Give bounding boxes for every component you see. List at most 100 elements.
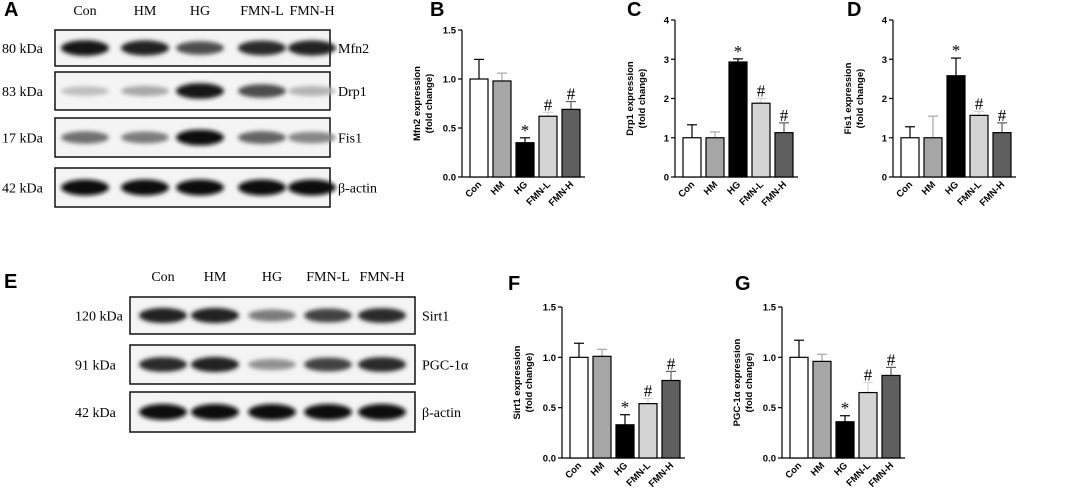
y-tick-label: 0.5 — [443, 124, 457, 135]
x-tick-label: Con — [676, 179, 697, 200]
panel-letter: D — [847, 0, 861, 21]
bar — [751, 102, 771, 178]
significance-mark: # — [544, 95, 553, 114]
blot-band — [61, 179, 109, 196]
blot-band — [288, 86, 336, 96]
lane-label: FMN-L — [306, 270, 350, 285]
panel-letter: F — [508, 273, 520, 295]
lane-label: HG — [190, 4, 210, 19]
blot-band — [288, 131, 336, 144]
y-tick-label: 1.5 — [763, 303, 777, 314]
x-tick-label: Con — [563, 460, 584, 481]
significance-mark: * — [621, 398, 630, 417]
bar — [705, 137, 725, 178]
blot-band — [288, 40, 336, 56]
x-tick-label: HG — [725, 179, 743, 197]
size-label: 42 kDa — [75, 406, 117, 421]
blot-band — [61, 40, 109, 56]
bar — [682, 137, 702, 178]
bar — [661, 379, 681, 459]
y-axis-label: (fold change) — [855, 69, 866, 129]
bar — [992, 132, 1012, 178]
blot-band — [61, 131, 109, 144]
x-tick-label: Con — [783, 460, 804, 481]
bar — [592, 355, 612, 459]
significance-mark: * — [841, 399, 850, 418]
protein-label: β-actin — [422, 406, 461, 421]
bar — [789, 356, 809, 459]
y-tick-label: 0.0 — [543, 454, 556, 465]
lane-label: HM — [134, 4, 157, 19]
bar — [515, 142, 535, 178]
blot-band — [139, 404, 187, 420]
y-axis-label: (fold change) — [637, 69, 648, 129]
significance-mark: # — [975, 94, 984, 113]
y-tick-label: 1.0 — [763, 353, 776, 364]
y-axis-label: PGC-1α expression — [732, 338, 743, 426]
x-tick-label: FMN-H — [978, 179, 1008, 209]
blot-band — [248, 404, 296, 420]
y-tick-label: 1.0 — [543, 353, 556, 364]
blot-band — [121, 85, 169, 97]
blot-band — [248, 358, 296, 371]
y-axis-label: Mfn2 expression — [412, 66, 423, 141]
y-tick-label: 3 — [664, 55, 669, 66]
x-tick-label: HM — [920, 179, 938, 197]
y-tick-label: 2 — [882, 94, 887, 105]
bar — [538, 115, 558, 178]
lane-label: HM — [204, 270, 227, 285]
panel-letter: G — [735, 273, 751, 295]
significance-mark: * — [952, 41, 961, 60]
y-axis-label: (fold change) — [424, 74, 435, 134]
x-tick-label: FMN-H — [867, 460, 897, 490]
blot-band — [61, 86, 109, 96]
y-tick-label: 0.5 — [543, 403, 557, 414]
bar — [900, 137, 920, 178]
blot-band — [139, 307, 187, 324]
bar — [561, 108, 581, 178]
x-tick-label: FMN-H — [547, 179, 577, 209]
blot-band — [304, 404, 352, 420]
significance-mark: # — [780, 106, 789, 125]
blot-band — [191, 356, 239, 373]
bar — [492, 80, 512, 178]
blot-band — [238, 40, 286, 56]
blot-band — [176, 179, 224, 196]
blot-band — [139, 357, 187, 372]
y-tick-label: 1 — [882, 133, 888, 144]
y-tick-label: 1.5 — [543, 303, 557, 314]
lane-label: Con — [73, 4, 96, 19]
bar — [638, 403, 658, 459]
size-label: 42 kDa — [2, 182, 44, 197]
significance-mark: # — [757, 82, 766, 101]
y-tick-label: 0 — [882, 173, 887, 184]
bar — [812, 360, 832, 459]
y-tick-label: 3 — [882, 55, 887, 66]
y-axis-label: Sirt1 expression — [512, 345, 523, 419]
x-tick-label: HG — [943, 179, 961, 197]
y-tick-label: 1.5 — [443, 26, 457, 37]
bar — [858, 391, 878, 459]
lane-label: HG — [262, 270, 282, 285]
blot-band — [121, 179, 169, 196]
size-label: 120 kDa — [75, 310, 124, 325]
lane-label: FMN-L — [240, 4, 284, 19]
x-tick-label: HM — [702, 179, 720, 197]
bar — [923, 137, 943, 178]
y-tick-label: 0.0 — [763, 454, 776, 465]
significance-mark: # — [567, 85, 576, 104]
panel-letter: B — [430, 0, 444, 21]
significance-mark: # — [644, 382, 653, 401]
protein-label: Mfn2 — [338, 42, 369, 57]
lane-label: Con — [151, 270, 174, 285]
significance-mark: * — [734, 42, 743, 61]
y-tick-label: 0.0 — [443, 173, 456, 184]
y-tick-label: 0 — [664, 173, 669, 184]
x-tick-label: HM — [489, 179, 507, 197]
blot-band — [238, 131, 286, 144]
protein-label: Fis1 — [338, 132, 362, 147]
blot-band — [358, 404, 406, 420]
blot-band — [121, 40, 169, 56]
bar — [835, 421, 855, 459]
